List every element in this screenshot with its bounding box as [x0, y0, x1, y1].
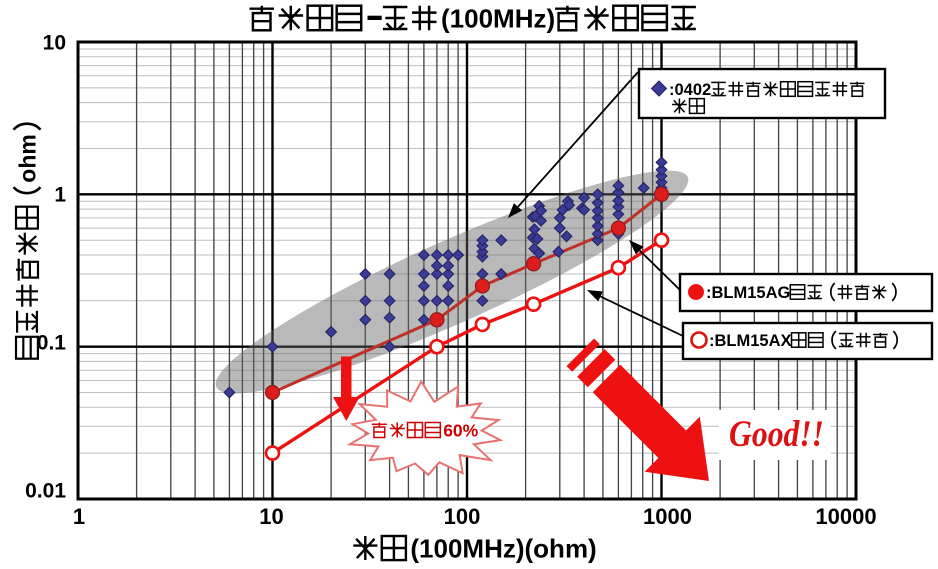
svg-text:Good!!: Good!! [729, 414, 824, 455]
svg-text::BLM15AX: :BLM15AX [709, 332, 792, 350]
svg-text:0.1: 0.1 [37, 332, 67, 355]
svg-text:10000: 10000 [815, 504, 876, 529]
svg-text:(100MHz): (100MHz) [441, 3, 555, 33]
svg-text:0.01: 0.01 [25, 480, 66, 503]
svg-text:ohm: ohm [14, 134, 40, 183]
svg-text:10: 10 [259, 504, 283, 529]
svg-text:1: 1 [54, 183, 66, 206]
svg-text:1000: 1000 [643, 504, 692, 529]
svg-text::BLM15AG: :BLM15AG [706, 284, 790, 302]
svg-text:100: 100 [444, 504, 481, 529]
svg-text::0402: :0402 [669, 81, 711, 99]
svg-text:10: 10 [43, 32, 66, 55]
svg-text:1: 1 [73, 504, 85, 529]
svg-text:(100MHz)(ohm): (100MHz)(ohm) [410, 533, 596, 563]
svg-text:60%: 60% [443, 420, 478, 440]
